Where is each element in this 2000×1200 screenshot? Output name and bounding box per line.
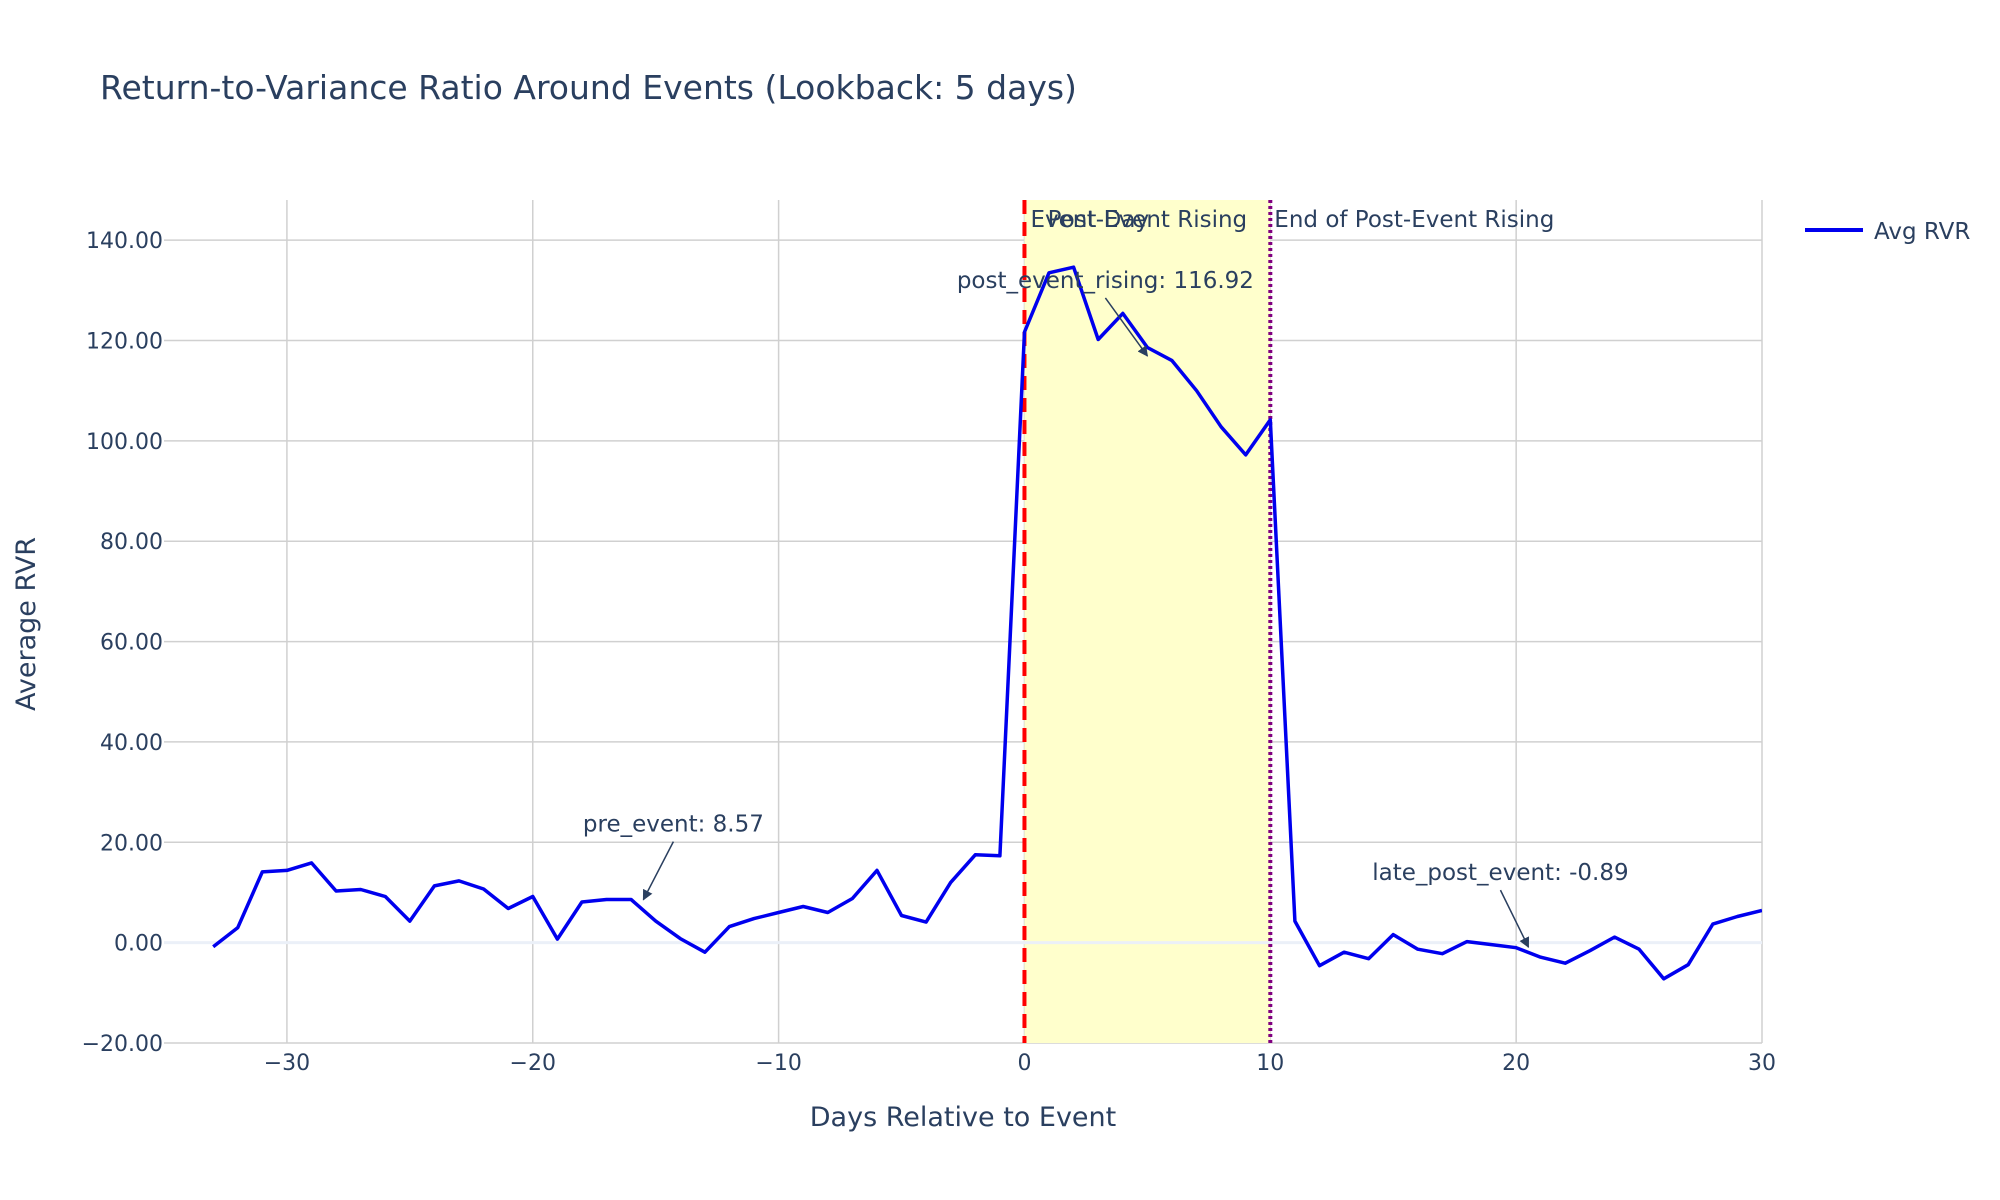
x-axis-ticks: −30 −20 −10 0 10 20 30	[264, 1051, 1776, 1076]
x-tick-label: 0	[1017, 1051, 1031, 1076]
y-tick-label: 140.00	[86, 229, 163, 254]
y-tick-label: 40.00	[100, 731, 163, 756]
series-layer	[212, 265, 1762, 981]
post-event-rising-annotation: post_event_rising: 116.92	[957, 268, 1254, 294]
legend[interactable]: Avg RVR	[1805, 219, 1970, 245]
end-post-event-label: End of Post-Event Rising	[1274, 207, 1554, 233]
pre-event-arrow	[642, 841, 675, 901]
x-tick-label: 10	[1256, 1051, 1284, 1076]
y-tick-label: 0.00	[114, 932, 163, 957]
grid	[164, 200, 1763, 1044]
x-tick-label: 20	[1502, 1051, 1530, 1076]
y-axis-ticks: −20.00 0.00 20.00 40.00 60.00 80.00 100.00 120.…	[82, 229, 163, 1057]
post-event-rising-region	[1024, 200, 1271, 1043]
y-tick-label: −20.00	[82, 1032, 163, 1057]
shaded-region	[1024, 200, 1271, 1043]
y-tick-label: 20.00	[100, 831, 163, 856]
x-tick-label: −10	[755, 1051, 801, 1076]
avg-rvr-line	[212, 265, 1762, 981]
chart-title: Return-to-Variance Ratio Around Events (…	[100, 68, 1077, 107]
y-tick-label: 120.00	[86, 330, 163, 355]
x-tick-label: 30	[1748, 1051, 1776, 1076]
pre-event-annotation: pre_event: 8.57	[583, 812, 764, 838]
late-post-event-annotation: late_post_event: -0.89	[1372, 860, 1628, 886]
late-post-event-arrow	[1499, 889, 1530, 949]
y-tick-label: 60.00	[100, 631, 163, 656]
y-tick-label: 100.00	[86, 430, 163, 455]
y-axis-title: Average RVR	[11, 537, 42, 711]
event-day-label: Event Day	[1030, 207, 1149, 233]
x-tick-label: −30	[264, 1051, 310, 1076]
post-event-rising-label: Post-Event Rising	[1048, 207, 1248, 233]
x-tick-label: −20	[510, 1051, 556, 1076]
x-axis-title: Days Relative to Event	[810, 1102, 1116, 1133]
legend-label: Avg RVR	[1874, 219, 1970, 245]
post-event-rising-arrow	[1104, 297, 1149, 357]
y-tick-label: 80.00	[100, 530, 163, 555]
